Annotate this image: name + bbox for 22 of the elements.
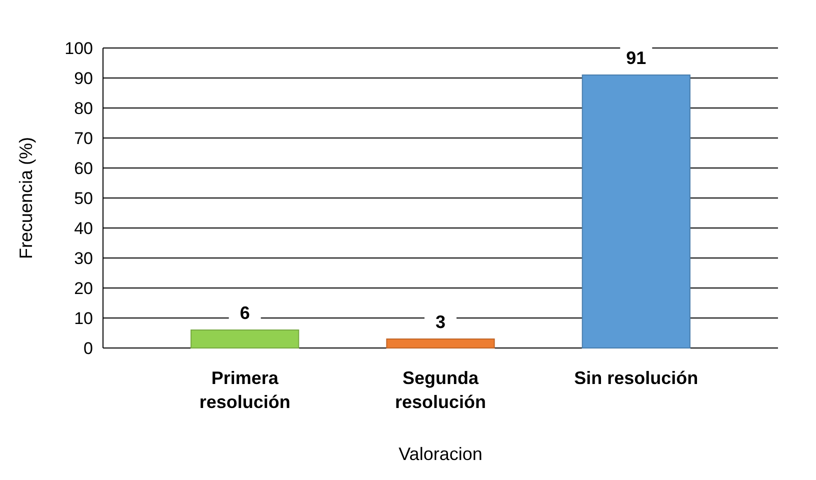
x-tick-label: Primera resolución (199, 368, 290, 412)
y-tick-label: 50 (74, 188, 93, 208)
x-tick-label: Segunda resolución (394, 368, 486, 412)
y-tick-label: 10 (74, 308, 93, 328)
y-tick-label: 40 (74, 218, 93, 238)
y-tick-label: 0 (84, 338, 93, 358)
data-label: 3 (435, 312, 446, 332)
data-label: 6 (240, 303, 250, 323)
y-axis-title: Frecuencia (%) (16, 136, 36, 260)
y-tick-label: 20 (74, 278, 93, 298)
y-tick-label: 30 (74, 248, 93, 268)
x-tick-label: Sin resolución (574, 368, 698, 388)
bar (582, 74, 690, 348)
y-tick-label: 80 (74, 98, 93, 118)
y-tick-label: 70 (74, 128, 93, 148)
y-tick-label: 60 (74, 158, 93, 178)
bar (386, 338, 495, 348)
data-label: 91 (626, 48, 646, 68)
y-tick-label: 90 (74, 68, 93, 88)
bar (190, 330, 300, 348)
y-tick-label: 100 (64, 38, 93, 58)
x-axis-title: Valoracion (398, 444, 482, 464)
